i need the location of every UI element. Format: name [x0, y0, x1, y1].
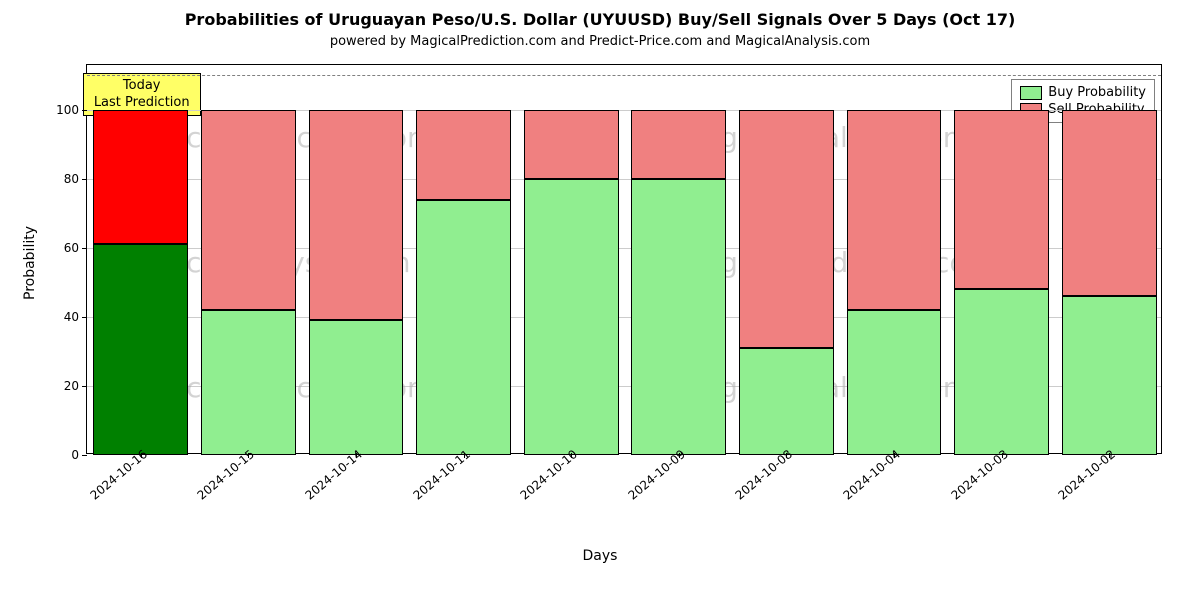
legend-item: Buy Probability [1020, 84, 1146, 101]
bar-sell [739, 110, 834, 348]
x-tick-label: 2024-10-09 [625, 447, 687, 503]
bar-buy [847, 310, 942, 455]
bar-sell [416, 110, 511, 200]
bar-sell [201, 110, 296, 310]
legend-label: Buy Probability [1048, 85, 1146, 100]
y-axis-label: Probability [22, 226, 38, 300]
bar-buy [309, 320, 404, 455]
chart-container: Probabilities of Uruguayan Peso/U.S. Dol… [0, 0, 1200, 600]
x-tick-label: 2024-10-11 [410, 447, 472, 503]
bar-buy [201, 310, 296, 455]
bar-buy [1062, 296, 1157, 455]
bar-sell [847, 110, 942, 310]
x-tick-label: 2024-10-02 [1056, 447, 1118, 503]
y-tick-mark [82, 248, 87, 249]
dashed-reference-line [87, 75, 1161, 76]
x-tick-label: 2024-10-08 [733, 447, 795, 503]
bar-buy [739, 348, 834, 455]
x-axis-label: Days [0, 548, 1200, 564]
y-tick-mark [82, 455, 87, 456]
annotation-line1: Today [94, 78, 190, 94]
chart-subtitle: powered by MagicalPrediction.com and Pre… [0, 34, 1200, 49]
bar-buy [524, 179, 619, 455]
legend-swatch [1020, 86, 1042, 100]
chart-title: Probabilities of Uruguayan Peso/U.S. Dol… [0, 10, 1200, 29]
x-tick-label: 2024-10-04 [841, 447, 903, 503]
bar-buy [93, 244, 188, 455]
bar-sell [954, 110, 1049, 289]
x-tick-label: 2024-10-16 [87, 447, 149, 503]
x-tick-label: 2024-10-15 [195, 447, 257, 503]
bar-buy [416, 200, 511, 455]
bar-sell [309, 110, 404, 321]
y-tick-mark [82, 179, 87, 180]
x-tick-label: 2024-10-14 [303, 447, 365, 503]
bar-sell [631, 110, 726, 179]
y-tick-mark [82, 317, 87, 318]
x-tick-label: 2024-10-10 [518, 447, 580, 503]
plot-area: Today Last Prediction Buy ProbabilitySel… [86, 64, 1162, 454]
bar-sell [93, 110, 188, 245]
bar-buy [631, 179, 726, 455]
y-tick-mark [82, 110, 87, 111]
bar-sell [1062, 110, 1157, 296]
bar-buy [954, 289, 1049, 455]
y-tick-mark [82, 386, 87, 387]
annotation-line2: Last Prediction [94, 95, 190, 111]
bar-sell [524, 110, 619, 179]
x-tick-label: 2024-10-03 [948, 447, 1010, 503]
